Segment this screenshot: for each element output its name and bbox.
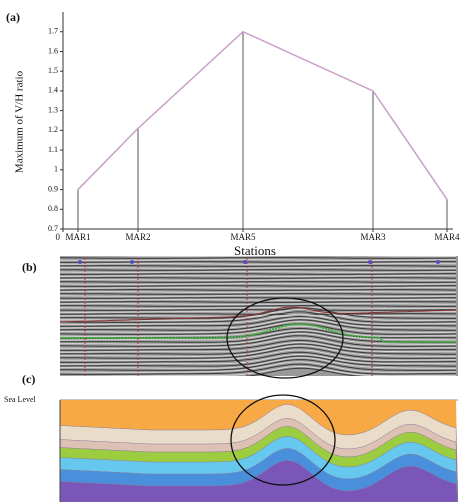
y-axis-label: Maximum of V/H ratio — [14, 70, 26, 173]
x-tick-label: MAR1 — [65, 232, 90, 242]
seismic-trace — [60, 287, 456, 289]
seismic-trace — [60, 313, 456, 325]
seismic-trace — [60, 321, 456, 333]
seismic-trace — [60, 317, 456, 329]
seismic-trace — [60, 297, 456, 299]
seismic-trace — [60, 359, 456, 371]
seismic-trace — [60, 329, 457, 341]
highlight-circle — [226, 297, 344, 379]
panel-label: (a) — [6, 10, 20, 24]
seismic-trace — [60, 269, 456, 271]
seismic-trace — [60, 341, 457, 353]
y-tick-label: 1.2 — [48, 125, 58, 134]
seismic-trace — [60, 273, 456, 275]
seismic-trace — [60, 305, 456, 307]
y-tick-label: 0.8 — [48, 204, 58, 213]
y-tick-label: 0.9 — [48, 184, 58, 193]
seismic-trace — [60, 347, 456, 359]
seismic-trace — [60, 257, 456, 259]
seismic-trace — [60, 361, 456, 373]
x-tick-label: MAR5 — [230, 232, 256, 242]
seismic-trace — [60, 291, 457, 293]
geological-section — [60, 400, 458, 502]
x-tick-label: MAR4 — [434, 232, 460, 242]
y-tick-label: 0.7 — [48, 224, 58, 233]
seismic-trace — [60, 343, 457, 355]
seismic-trace — [60, 365, 456, 376]
seismic-trace — [60, 309, 457, 311]
y-tick-label: 1.4 — [48, 86, 58, 95]
seismic-trace — [244, 367, 363, 376]
station-dot — [368, 260, 372, 264]
panel-label: (b) — [22, 260, 37, 274]
y-tick-label: 1 — [54, 165, 58, 174]
seismic-trace — [60, 256, 456, 257]
seismic-trace — [60, 283, 457, 285]
seismic-trace — [60, 333, 456, 345]
seismic-trace — [60, 279, 456, 281]
sea-level-label: Sea Level — [4, 395, 37, 404]
seismic-trace — [60, 335, 456, 347]
seismic-trace — [60, 307, 457, 309]
x-tick-label: MAR2 — [125, 232, 150, 242]
seismic-trace — [60, 353, 457, 365]
seismic-trace — [60, 351, 456, 363]
seismic-trace — [60, 357, 456, 369]
y-tick-label: 1.5 — [48, 66, 58, 75]
red-horizon — [60, 306, 457, 323]
x-axis-label: Stations — [234, 243, 276, 258]
seismic-trace — [60, 319, 456, 331]
seismic-trace — [60, 303, 456, 305]
highlight-circle — [230, 394, 336, 486]
seismic-trace — [60, 325, 457, 337]
y-tick-label: 1.3 — [48, 105, 58, 114]
station-dot — [243, 260, 247, 264]
seismic-trace — [60, 299, 456, 301]
seismic-trace — [60, 259, 456, 261]
rock-layer — [60, 460, 458, 502]
seismic-trace — [60, 265, 457, 267]
seismic-trace — [60, 323, 457, 335]
seismic-trace — [60, 315, 456, 327]
seismic-trace — [60, 261, 456, 263]
seismic-trace — [60, 275, 457, 277]
y-tick-label: 1.1 — [48, 145, 58, 154]
seismic-trace — [60, 337, 456, 349]
seismic-trace — [60, 263, 457, 265]
x-tick-label: MAR3 — [360, 232, 386, 242]
seismic-trace — [60, 311, 457, 323]
seismic-trace — [60, 277, 457, 279]
data-line — [77, 30, 448, 200]
seismic-trace — [60, 281, 456, 283]
green-horizon — [60, 322, 456, 343]
seismic-trace — [60, 349, 456, 361]
seismic-trace — [60, 345, 456, 357]
seismic-trace — [60, 339, 456, 351]
seismic-section — [60, 256, 458, 376]
seismic-trace — [60, 363, 456, 375]
seismic-trace — [60, 355, 457, 367]
y-tick-label: 1.6 — [48, 46, 58, 55]
station-dot — [130, 260, 134, 264]
seismic-trace — [60, 293, 457, 295]
seismic-trace — [60, 271, 456, 273]
panel-label: (c) — [22, 372, 35, 386]
y-tick-label: 1.7 — [48, 27, 58, 36]
station-dot — [78, 260, 82, 264]
seismic-trace — [60, 295, 457, 297]
seismic-trace — [60, 267, 456, 269]
seismic-trace — [60, 289, 457, 291]
station-dot — [436, 260, 440, 264]
seismic-trace — [60, 285, 456, 287]
x-tick-label: 0 — [56, 232, 61, 242]
